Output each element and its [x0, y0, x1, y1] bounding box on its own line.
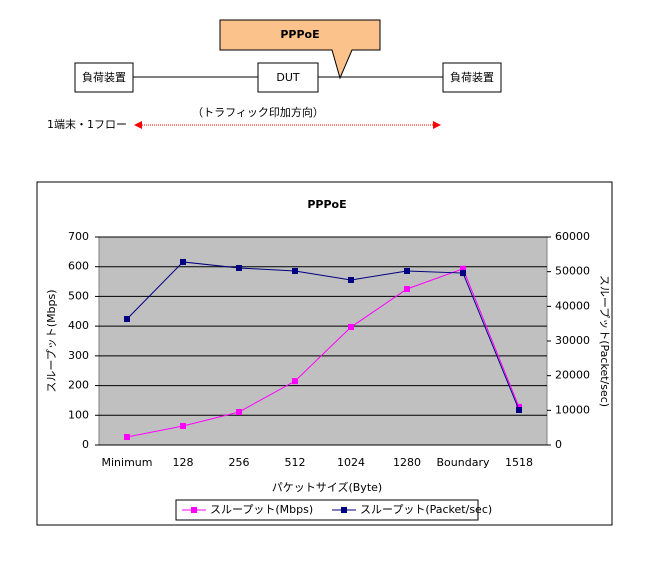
- point: [180, 422, 186, 429]
- x-tick-label: 1518: [505, 456, 533, 469]
- plot-area: [98, 236, 548, 446]
- y-tick-label: 500: [68, 289, 89, 302]
- dut-label: DUT: [276, 71, 300, 84]
- direction-label: （トラフィック印加方向）: [192, 105, 324, 119]
- point: [516, 406, 522, 413]
- y-tick-label: 100: [68, 408, 89, 421]
- device-box: [442, 62, 502, 93]
- x-tick-label: Minimum: [102, 456, 153, 469]
- y-tick-label: 300: [68, 349, 89, 362]
- chart-title: PPPoE: [307, 198, 346, 211]
- point: [292, 267, 298, 274]
- callout-shape: [219, 19, 381, 80]
- point: [516, 403, 522, 410]
- y-tick-label: 600: [68, 260, 89, 273]
- dut-box: [257, 62, 319, 93]
- y2-tick-label: 50000: [555, 265, 590, 278]
- device-box: [74, 62, 134, 93]
- point: [292, 378, 298, 385]
- callout-label: PPPoE: [280, 28, 319, 41]
- diagram: PPPoE 負荷装置 DUT 負荷装置 （トラフィック印加方向） 1端末・1フロ…: [47, 19, 502, 131]
- point: [404, 286, 410, 292]
- legend: [175, 499, 479, 521]
- y2-tick-label: 30000: [555, 334, 590, 347]
- flow-label: 1端末・1フロー: [47, 117, 127, 131]
- series-line: [126, 268, 520, 438]
- legend-marker: [341, 507, 347, 513]
- series-line: [126, 261, 520, 411]
- y2-tick-label: 0: [555, 438, 562, 451]
- legend-marker: [191, 507, 197, 513]
- y2-tick-label: 40000: [555, 299, 590, 312]
- y2-axis-label: スループット(Packet/sec): [598, 275, 611, 407]
- point: [404, 267, 410, 274]
- x-tick-label: 1280: [393, 456, 421, 469]
- y-tick-label: 400: [68, 319, 89, 332]
- y-axis-label: スループット(Mbps): [45, 289, 58, 392]
- y-tick-label: 0: [82, 438, 89, 451]
- x-tick-label: 1024: [337, 456, 365, 469]
- point: [180, 258, 186, 265]
- y-tick-label: 200: [68, 379, 89, 392]
- legend-label: スループット(Mbps): [210, 503, 313, 516]
- legend-label: スループット(Packet/sec): [360, 503, 492, 516]
- x-tick-label: 128: [173, 456, 194, 469]
- point: [460, 270, 466, 277]
- point: [348, 276, 354, 283]
- point: [348, 324, 354, 331]
- device-label: 負荷装置: [82, 71, 126, 84]
- y2-tick-label: 20000: [555, 369, 590, 382]
- point: [236, 409, 242, 416]
- x-tick-label: 256: [229, 456, 250, 469]
- device-label: 負荷装置: [450, 71, 494, 84]
- x-tick-label: 512: [285, 456, 306, 469]
- x-axis-label: パケットサイズ(Byte): [272, 480, 382, 494]
- y2-tick-label: 10000: [555, 403, 590, 416]
- x-tick-label: Boundary: [437, 456, 490, 469]
- y-tick-label: 700: [68, 230, 89, 243]
- point: [460, 265, 466, 272]
- point: [124, 315, 130, 322]
- point: [124, 433, 130, 440]
- point: [236, 264, 242, 271]
- y2-tick-label: 60000: [555, 230, 590, 243]
